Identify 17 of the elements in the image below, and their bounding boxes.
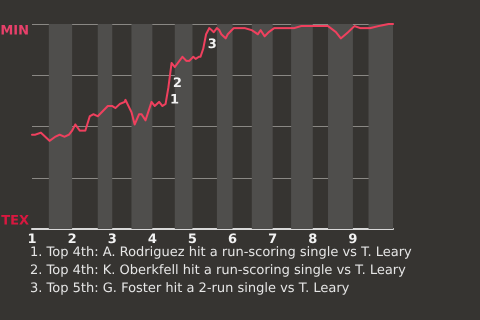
annotation: 3 <box>208 37 217 52</box>
x-tick-label: 3 <box>108 232 117 247</box>
annotation: 2 <box>172 76 182 92</box>
x-tick-label: 4 <box>148 232 157 247</box>
text: 1. Top 4th: A. Rodriguez hit a run-scoring single vs T. Leary <box>30 245 412 260</box>
text: TEX <box>1 214 29 228</box>
x-tick-label: 7 <box>268 232 278 247</box>
text: 2. Top 4th: K. Oberkfell hit a run-scoring single vs T. Leary <box>30 263 406 278</box>
x-tick-label: 1 <box>27 232 37 247</box>
x-tick-label: 9 <box>348 232 358 247</box>
annotation: 1 <box>170 92 180 108</box>
text: 3. Top 5th: G. Foster hit a 2-run single vs T. Leary <box>30 281 350 296</box>
x-tick-label: 5 <box>188 232 197 247</box>
text: MIN <box>0 24 29 38</box>
x-tick-label: 8 <box>308 232 318 247</box>
x-tick-label: 6 <box>228 232 238 247</box>
x-tick-label: 2 <box>68 232 77 247</box>
